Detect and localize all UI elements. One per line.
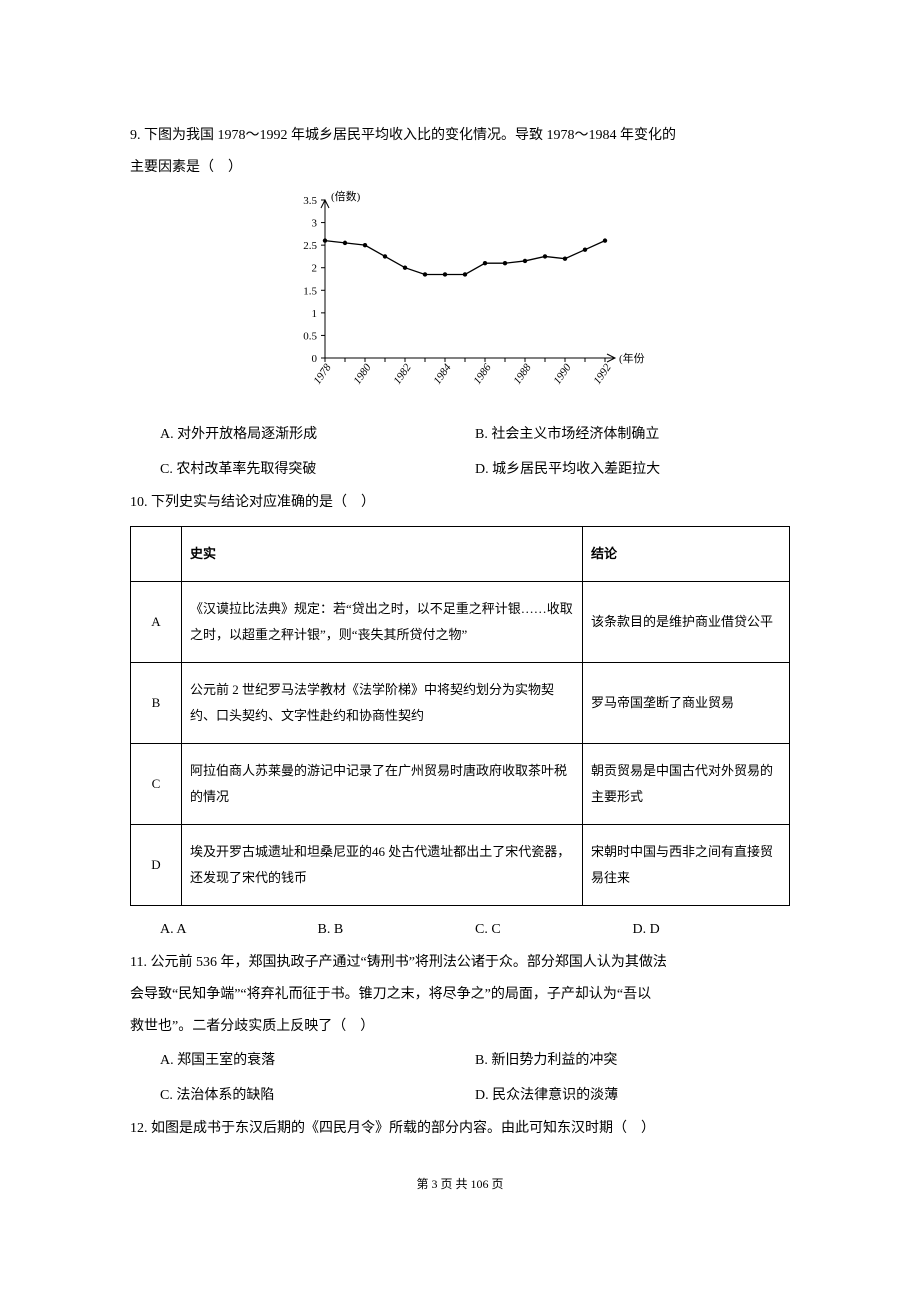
q11-l3: 救世也”。二者分歧实质上反映了（ ） (130, 1011, 790, 1043)
svg-text:1978: 1978 (311, 362, 334, 387)
q10-h1: 史实 (182, 526, 583, 581)
svg-text:1982: 1982 (391, 362, 414, 387)
exam-page: 9. 下图为我国 1978～1992 年城乡居民平均收入比的变化情况。导致 19… (0, 0, 920, 1302)
q11-opt-c: C. 法治体系的缺陷 (160, 1078, 475, 1113)
q9-stem-line1: 9. 下图为我国 1978～1992 年城乡居民平均收入比的变化情况。导致 19… (130, 120, 790, 152)
q9-opt-b: B. 社会主义市场经济体制确立 (475, 417, 790, 452)
svg-text:1986: 1986 (471, 362, 494, 387)
svg-text:1992: 1992 (591, 362, 614, 387)
table-row: B公元前 2 世纪罗马法学教材《法学阶梯》中将契约划分为实物契约、口头契约、文字… (131, 662, 790, 743)
q10-opt-c: C. C (475, 912, 633, 947)
q11-l2: 会导致“民知争端”“将弃礼而征于书。锥刀之末，将尽争之”的局面，子产却认为“吾以 (130, 979, 790, 1011)
q10-tbody: A《汉谟拉比法典》规定：若“贷出之时，以不足重之秤计银……收取之时，以超重之秤计… (131, 581, 790, 905)
q9-opt-c: C. 农村改革率先取得突破 (160, 452, 475, 487)
row-conclusion: 宋朝时中国与西非之间有直接贸易往来 (583, 824, 790, 905)
row-fact: 公元前 2 世纪罗马法学教材《法学阶梯》中将契约划分为实物契约、口头契约、文字性… (182, 662, 583, 743)
svg-text:(倍数): (倍数) (331, 189, 361, 203)
svg-text:1984: 1984 (431, 362, 454, 387)
svg-text:0: 0 (312, 353, 318, 365)
q10-opt-b: B. B (318, 912, 476, 947)
q11-l1: 11. 公元前 536 年，郑国执政子产通过“铸刑书”将刑法公诸于众。部分郑国人… (130, 947, 790, 979)
svg-text:1980: 1980 (351, 362, 374, 387)
table-row: D埃及开罗古城遗址和坦桑尼亚的46 处古代遗址都出土了宋代瓷器，还发现了宋代的钱… (131, 824, 790, 905)
row-conclusion: 罗马帝国垄断了商业贸易 (583, 662, 790, 743)
svg-text:1: 1 (312, 308, 318, 320)
svg-text:1.5: 1.5 (303, 286, 317, 298)
svg-text:2: 2 (312, 263, 318, 275)
row-key: D (131, 824, 182, 905)
q10-table: 史实 结论 A《汉谟拉比法典》规定：若“贷出之时，以不足重之秤计银……收取之时，… (130, 526, 790, 906)
row-fact: 埃及开罗古城遗址和坦桑尼亚的46 处古代遗址都出土了宋代瓷器，还发现了宋代的钱币 (182, 824, 583, 905)
q9-options: A. 对外开放格局逐渐形成 B. 社会主义市场经济体制确立 C. 农村改革率先取… (130, 417, 790, 487)
q10-stem: 10. 下列史实与结论对应准确的是（ ） (130, 487, 790, 519)
row-key: A (131, 581, 182, 662)
row-key: B (131, 662, 182, 743)
page-footer: 第 3 页 共 106 页 (130, 1175, 790, 1192)
footer-mid: 页 共 (437, 1177, 470, 1191)
svg-text:1990: 1990 (551, 362, 574, 387)
svg-text:(年份): (年份) (619, 351, 645, 365)
q12-stem: 12. 如图是成书于东汉后期的《四民月令》所载的部分内容。由此可知东汉时期（ ） (130, 1113, 790, 1145)
q9-stem-line2: 主要因素是（ ） (130, 152, 790, 184)
q10-options: A. A B. B C. C D. D (130, 912, 790, 947)
q11-opt-b: B. 新旧势力利益的冲突 (475, 1043, 790, 1078)
footer-left: 第 (416, 1177, 431, 1191)
q9-opt-a: A. 对外开放格局逐渐形成 (160, 417, 475, 452)
svg-text:0.5: 0.5 (303, 331, 317, 343)
svg-text:3: 3 (312, 218, 318, 230)
q11-opt-a: A. 郑国王室的衰落 (160, 1043, 475, 1078)
income-ratio-line-chart: 0 0.5 1 1.5 2 2.5 3 3.5 (倍数) 1978 1980 1982 1984 1986… (275, 188, 645, 408)
q9-opt-d: D. 城乡居民平均收入差距拉大 (475, 452, 790, 487)
row-conclusion: 该条款目的是维护商业借贷公平 (583, 581, 790, 662)
svg-text:3.5: 3.5 (303, 195, 317, 207)
q10-thead: 史实 结论 (131, 526, 790, 581)
q11-options: A. 郑国王室的衰落 B. 新旧势力利益的冲突 C. 法治体系的缺陷 D. 民众… (130, 1043, 790, 1113)
q10-h0 (131, 526, 182, 581)
svg-text:2.5: 2.5 (303, 241, 317, 253)
row-fact: 阿拉伯商人苏莱曼的游记中记录了在广州贸易时唐政府收取茶叶税的情况 (182, 743, 583, 824)
footer-right: 页 (489, 1177, 504, 1191)
q9-chart-container: 0 0.5 1 1.5 2 2.5 3 3.5 (倍数) 1978 1980 1982 1984 1986… (130, 188, 790, 413)
q11-opt-d: D. 民众法律意识的淡薄 (475, 1078, 790, 1113)
table-row: C阿拉伯商人苏莱曼的游记中记录了在广州贸易时唐政府收取茶叶税的情况朝贡贸易是中国… (131, 743, 790, 824)
row-conclusion: 朝贡贸易是中国古代对外贸易的主要形式 (583, 743, 790, 824)
table-row: A《汉谟拉比法典》规定：若“贷出之时，以不足重之秤计银……收取之时，以超重之秤计… (131, 581, 790, 662)
q10-h2: 结论 (583, 526, 790, 581)
row-key: C (131, 743, 182, 824)
footer-total: 106 (471, 1177, 489, 1191)
q10-opt-a: A. A (160, 912, 318, 947)
q10-opt-d: D. D (633, 912, 791, 947)
row-fact: 《汉谟拉比法典》规定：若“贷出之时，以不足重之秤计银……收取之时，以超重之秤计银… (182, 581, 583, 662)
svg-text:1988: 1988 (511, 362, 534, 387)
